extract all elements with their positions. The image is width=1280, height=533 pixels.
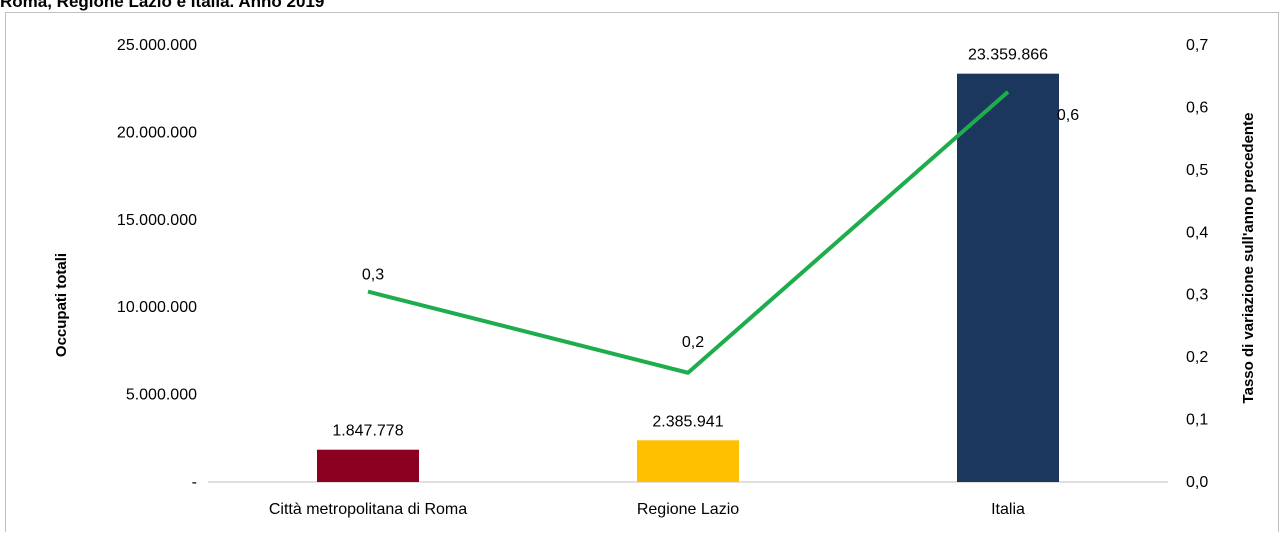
- category-labels: Città metropolitana di Roma Regione Lazio…: [269, 501, 1025, 518]
- right-tick-label: 0,0: [1186, 474, 1208, 491]
- category-label: Città metropolitana di Roma: [269, 501, 467, 518]
- bar: [637, 440, 739, 482]
- category-label: Italia: [991, 501, 1025, 518]
- line-data-label: 0,2: [682, 334, 704, 351]
- bar-data-label: 2.385.941: [652, 413, 723, 430]
- left-axis-ticks: - 5.000.000 10.000.000 15.000.000 20.000.000…: [117, 37, 197, 491]
- right-tick-label: 0,6: [1186, 99, 1208, 116]
- bar-series: [317, 73, 1059, 482]
- chart-title: Roma, Regione Lazio e Italia. Anno 2019: [0, 0, 325, 11]
- right-tick-label: 0,2: [1186, 349, 1208, 366]
- right-tick-label: 0,5: [1186, 162, 1208, 179]
- line-data-label: 0,3: [362, 267, 384, 284]
- left-tick-label: 5.000.000: [126, 387, 197, 404]
- right-axis-ticks: 0,0 0,1 0,2 0,3 0,4 0,5 0,6 0,7: [1186, 37, 1208, 491]
- line-data-label: 0,6: [1057, 107, 1079, 124]
- y-axis-label: Occupati totali: [53, 253, 70, 357]
- bar: [317, 449, 419, 482]
- chart-frame: [5, 12, 1279, 532]
- bar-data-label: 23.359.866: [968, 47, 1048, 64]
- right-tick-label: 0,4: [1186, 224, 1208, 241]
- left-tick-label: -: [192, 474, 197, 491]
- category-label: Regione Lazio: [637, 501, 739, 518]
- right-tick-label: 0,7: [1186, 37, 1208, 54]
- right-tick-label: 0,3: [1186, 287, 1208, 304]
- right-tick-label: 0,1: [1186, 412, 1208, 429]
- line-data-labels: 0,3 0,2 0,6: [362, 107, 1079, 351]
- left-tick-label: 15.000.000: [117, 212, 197, 229]
- bar-data-labels: 1.847.778 2.385.941 23.359.866: [332, 47, 1048, 440]
- left-tick-label: 25.000.000: [117, 37, 197, 54]
- rate-line: [367, 90, 1010, 375]
- y2-axis-label: Tasso di variazione sull'anno precedente: [1240, 113, 1257, 404]
- left-tick-label: 10.000.000: [117, 299, 197, 316]
- bar-data-label: 1.847.778: [332, 423, 403, 440]
- bar: [957, 73, 1059, 482]
- left-tick-label: 20.000.000: [117, 124, 197, 141]
